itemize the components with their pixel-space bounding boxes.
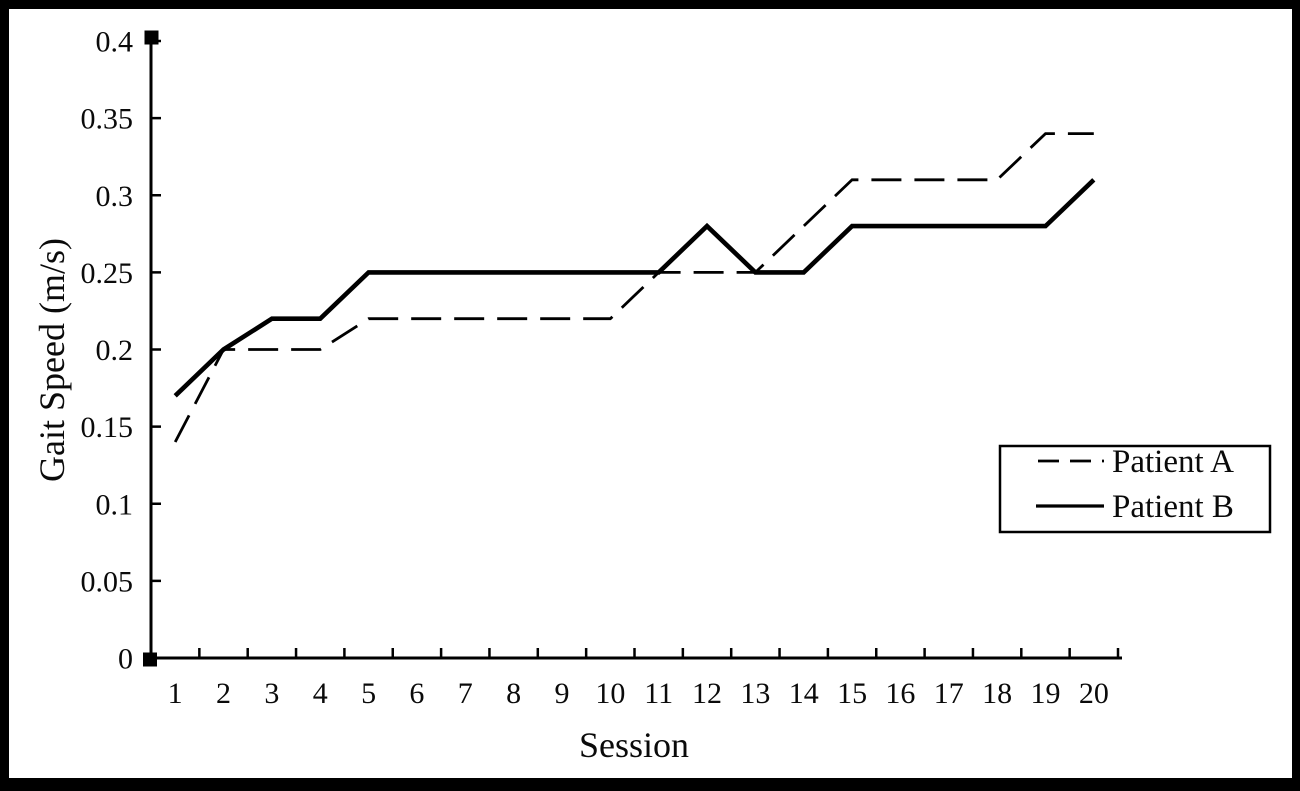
patient-b-line	[173, 178, 1096, 398]
x-tick-label: 15	[837, 677, 867, 710]
x-tick-label: 6	[409, 677, 424, 710]
x-tick-label: 13	[740, 677, 770, 710]
y-tick-label: 0.25	[81, 257, 134, 290]
x-axis-tick-labels: 1 2 3 4 5 6 7 8 9 10 11 12 13 14 15 16 17 18 19 20	[168, 677, 1109, 710]
x-axis-title: Session	[579, 725, 689, 765]
x-tick-label: 19	[1030, 677, 1060, 710]
x-tick-label: 16	[885, 677, 915, 710]
x-tick-label: 10	[595, 677, 625, 710]
y-tick-label: 0.4	[96, 26, 134, 59]
axis-end-marker-top	[144, 30, 159, 45]
x-tick-label: 20	[1079, 677, 1109, 710]
x-tick-label: 11	[644, 677, 673, 710]
y-tick-label: 0.35	[81, 103, 134, 136]
x-tick-label: 4	[313, 677, 328, 710]
y-tick-label: 0	[118, 643, 133, 676]
x-tick-label: 18	[982, 677, 1012, 710]
x-tick-label: 9	[554, 677, 569, 710]
legend-label-patient-b: Patient B	[1112, 489, 1234, 525]
y-tick-label: 0.3	[96, 180, 134, 213]
x-axis-ticks	[198, 648, 1120, 658]
y-axis-tick-labels: 0 0.05 0.1 0.15 0.2 0.25 0.3 0.35 0.4	[81, 26, 134, 676]
y-tick-label: 0.05	[81, 565, 134, 598]
legend: Patient A Patient B	[998, 444, 1272, 534]
x-tick-label: 12	[692, 677, 722, 710]
y-tick-label: 0.15	[81, 411, 134, 444]
y-tick-label: 0.1	[96, 488, 134, 521]
x-tick-label: 7	[458, 677, 473, 710]
axis-end-marker-origin	[143, 652, 157, 667]
x-tick-label: 2	[216, 677, 231, 710]
x-tick-label: 5	[361, 677, 376, 710]
x-tick-label: 1	[168, 677, 183, 710]
legend-label-patient-a: Patient A	[1112, 444, 1234, 480]
y-axis-title: Gait Speed (m/s)	[32, 238, 72, 482]
series-lines	[173, 132, 1096, 443]
y-tick-label: 0.2	[96, 334, 134, 367]
x-tick-label: 3	[264, 677, 279, 710]
x-tick-label: 17	[934, 677, 964, 710]
x-tick-label: 14	[789, 677, 819, 710]
x-tick-label: 8	[506, 677, 521, 710]
patient-a-line	[173, 132, 1094, 443]
